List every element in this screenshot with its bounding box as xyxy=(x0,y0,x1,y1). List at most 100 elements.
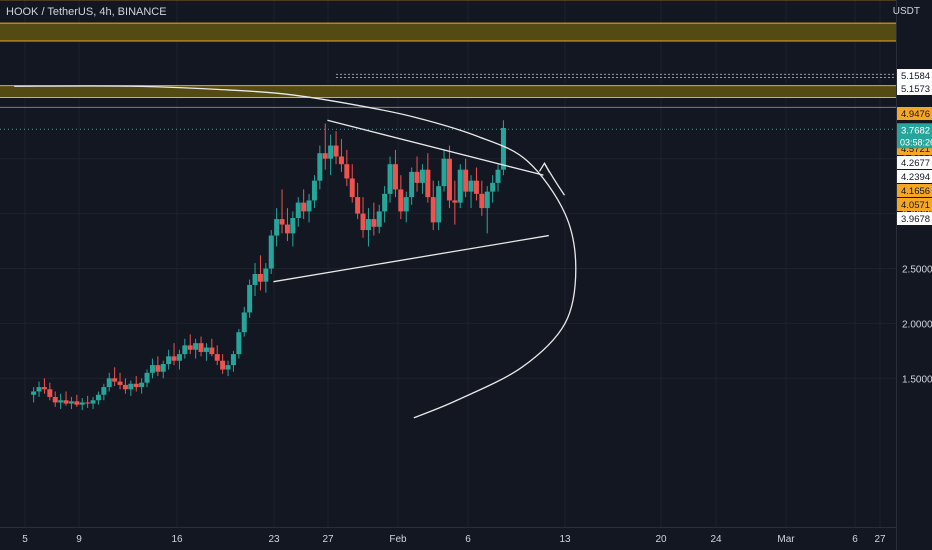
candle-body xyxy=(230,354,236,366)
candle-body xyxy=(257,273,263,282)
projection-arc-curve xyxy=(14,85,577,419)
candle-body xyxy=(446,158,452,201)
candle-body xyxy=(311,180,317,201)
last-price-value: 3.7682 xyxy=(901,125,930,136)
supply-zones xyxy=(0,22,896,99)
candle-body xyxy=(47,389,53,397)
price-label-text: 4.5721 xyxy=(901,144,930,155)
candle-body xyxy=(490,182,496,192)
candle-body xyxy=(252,273,258,285)
candle-body xyxy=(425,169,431,198)
triangle-lower-trendline xyxy=(273,234,549,283)
chart-grid xyxy=(0,0,896,527)
price-label-text: 4.1656 xyxy=(901,186,930,197)
candle-body xyxy=(68,401,74,404)
candle-body xyxy=(236,332,242,355)
candle-body xyxy=(149,365,155,373)
price-label-badge xyxy=(897,212,932,225)
candle-body xyxy=(284,224,290,234)
price-label-badge xyxy=(897,156,932,169)
price-label-badge xyxy=(897,69,932,82)
countdown-timer: 03:58:26 xyxy=(900,137,932,147)
price-label-text: 4.2677 xyxy=(901,158,930,169)
price-axis[interactable]: 5.50003.50003.00002.50002.00001.50005.15… xyxy=(897,0,932,385)
candle-body xyxy=(457,169,463,203)
candle-body xyxy=(409,171,415,198)
candle-body xyxy=(387,164,393,194)
time-tick-label: 6 xyxy=(852,534,858,545)
price-levels xyxy=(0,0,896,130)
candle-body xyxy=(371,219,377,227)
price-label-text: 5.1573 xyxy=(901,84,930,95)
time-tick-label: Feb xyxy=(389,534,407,545)
candle-body xyxy=(193,343,199,350)
candle-body xyxy=(500,127,506,170)
price-tick-label: 2.5000 xyxy=(902,265,932,276)
candle-body xyxy=(117,381,123,385)
candle-body xyxy=(398,189,404,212)
candle-body xyxy=(139,382,145,388)
price-axis-separator xyxy=(896,0,897,550)
price-tick-label: 1.5000 xyxy=(902,374,932,385)
candle-body xyxy=(176,354,182,361)
candle-body xyxy=(365,219,371,231)
candle-body xyxy=(79,402,85,405)
candle-body xyxy=(166,356,172,365)
candle-body xyxy=(360,213,366,231)
candle-body xyxy=(452,200,458,203)
candlestick-series xyxy=(31,120,506,411)
price-label-badge xyxy=(897,82,932,95)
candle-body xyxy=(468,180,474,192)
candle-body xyxy=(338,156,344,165)
candle-body xyxy=(36,387,42,392)
symbol-title: HOOK / TetherUS, 4h, BINANCE xyxy=(6,6,167,18)
time-tick-label: 13 xyxy=(559,534,571,545)
candle-body xyxy=(495,169,501,183)
price-tick-label: 2.0000 xyxy=(902,319,932,330)
candle-body xyxy=(306,200,312,212)
price-label-text: 4.0571 xyxy=(901,200,930,211)
price-label-text: 4.2394 xyxy=(901,172,930,183)
candle-body xyxy=(322,153,328,159)
candle-body xyxy=(128,383,134,390)
candle-body xyxy=(241,312,247,333)
candle-body xyxy=(106,378,112,388)
candle-body xyxy=(187,345,193,350)
time-tick-label: 24 xyxy=(710,534,722,545)
candle-body xyxy=(160,364,166,372)
candle-body xyxy=(290,217,296,234)
candle-body xyxy=(382,193,388,212)
candle-body xyxy=(274,219,280,236)
price-label-badge xyxy=(897,198,932,211)
candle-body xyxy=(209,347,215,355)
candle-body xyxy=(247,284,253,313)
candle-body xyxy=(31,391,37,395)
price-label-badge xyxy=(897,107,932,120)
candle-body xyxy=(463,169,469,192)
candle-body xyxy=(144,372,150,383)
candle-body xyxy=(182,345,188,355)
candle-body xyxy=(419,169,425,183)
candle-body xyxy=(198,343,204,352)
candle-body xyxy=(279,219,285,225)
time-tick-label: 27 xyxy=(322,534,334,545)
time-axis-separator xyxy=(0,527,896,528)
candle-body xyxy=(95,394,101,401)
time-tick-label: 27 xyxy=(874,534,886,545)
candle-body xyxy=(473,180,479,194)
candle-body xyxy=(376,211,382,227)
candle-body xyxy=(52,396,58,403)
candle-body xyxy=(301,202,307,212)
price-label-badge xyxy=(897,184,932,197)
supply-zone xyxy=(0,85,896,98)
time-tick-label: 6 xyxy=(465,534,471,545)
candle-body xyxy=(484,191,490,209)
candle-body xyxy=(90,400,96,404)
time-tick-label: 5 xyxy=(22,534,28,545)
time-axis[interactable]: 5 9 16 23 27 Feb 6 13 20 24 Mar 6 27 xyxy=(22,534,886,545)
candle-body xyxy=(392,164,398,190)
price-label-text: 4.9476 xyxy=(901,109,930,120)
time-tick-label: 20 xyxy=(655,534,667,545)
candle-body xyxy=(328,145,334,159)
